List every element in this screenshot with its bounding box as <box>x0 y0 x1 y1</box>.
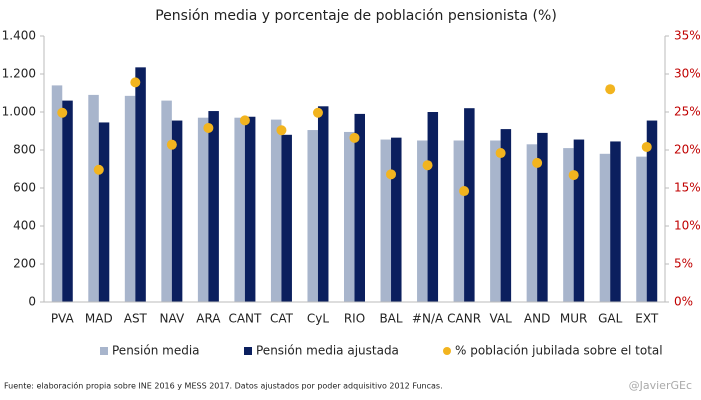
bar <box>563 148 574 302</box>
bar <box>417 140 428 302</box>
x-tick-label: CANT <box>228 312 262 326</box>
bar <box>490 140 501 302</box>
y-tick-label: 1.200 <box>2 67 36 81</box>
dot <box>203 122 214 133</box>
chart-title: Pensión media y porcentaje de población … <box>155 8 557 24</box>
bar <box>244 116 256 302</box>
bar <box>307 130 318 302</box>
y-tick-label: 800 <box>13 143 36 157</box>
bar <box>464 108 475 302</box>
dot <box>276 125 287 136</box>
dot <box>57 107 68 118</box>
y-tick-label: 600 <box>13 181 36 195</box>
credit: @JavierGEc <box>629 379 692 392</box>
bar <box>270 119 282 302</box>
x-tick-label: #N/A <box>412 312 444 326</box>
bar <box>636 156 647 302</box>
x-tick-label: GAL <box>598 312 623 326</box>
dot <box>605 84 616 95</box>
y2-tick-label: 35% <box>674 29 701 43</box>
bar <box>88 94 99 303</box>
bar <box>62 100 73 302</box>
y-tick-label: 1.000 <box>2 105 36 119</box>
legend-label: % población jubilada sobre el total <box>455 344 663 358</box>
y2-tick-label: 25% <box>674 105 701 119</box>
x-tick-label: NAV <box>160 312 185 326</box>
bar <box>51 85 63 303</box>
dot <box>422 160 433 171</box>
bar <box>380 139 392 302</box>
bar <box>124 95 136 302</box>
x-tick-label: CAT <box>270 312 294 326</box>
bar <box>317 106 329 302</box>
dot <box>532 157 543 168</box>
x-tick-label: MUR <box>560 312 587 326</box>
bar <box>646 120 658 302</box>
y2-tick-label: 10% <box>674 219 701 233</box>
legend-swatch <box>244 347 252 355</box>
bar <box>98 122 110 302</box>
dot <box>568 170 579 181</box>
x-tick-label: ARA <box>196 312 221 326</box>
y-tick-label: 0 <box>28 295 36 309</box>
bar <box>453 140 465 302</box>
dot <box>130 77 141 88</box>
dot <box>641 141 652 152</box>
bar <box>537 132 548 302</box>
y2-tick-label: 5% <box>674 257 693 271</box>
x-tick-label: RIO <box>344 312 365 326</box>
y2-tick-label: 30% <box>674 67 701 81</box>
x-tick-label: BAL <box>379 312 402 326</box>
bar <box>197 117 209 302</box>
x-tick-label: EXT <box>635 312 659 326</box>
dot <box>312 107 323 118</box>
y-tick-label: 400 <box>13 219 36 233</box>
bar <box>354 113 365 303</box>
source-note: Fuente: elaboración propia sobre INE 201… <box>4 381 443 391</box>
bar <box>427 112 439 302</box>
x-tick-label: AND <box>524 312 550 326</box>
bar <box>526 144 538 302</box>
legend-swatch <box>100 347 108 355</box>
bar <box>610 141 621 302</box>
legend-label: Pensión media <box>112 344 200 358</box>
x-tick-label: AST <box>124 312 148 326</box>
dot <box>166 139 177 150</box>
dot <box>93 164 104 175</box>
y-tick-label: 1.400 <box>2 29 36 43</box>
y2-tick-label: 15% <box>674 181 701 195</box>
y2-tick-label: 20% <box>674 143 701 157</box>
x-tick-label: CyL <box>307 312 329 326</box>
x-tick-label: CANR <box>447 312 481 326</box>
bar <box>599 153 611 302</box>
bar <box>500 129 512 302</box>
y-tick-label: 200 <box>13 257 36 271</box>
bar <box>208 111 219 302</box>
bar <box>391 137 402 302</box>
bar <box>234 117 245 302</box>
bar <box>281 134 292 302</box>
dot <box>349 132 360 143</box>
bar <box>344 131 355 302</box>
bar <box>573 139 585 302</box>
x-tick-label: MAD <box>85 312 113 326</box>
legend-label: Pensión media ajustada <box>256 344 399 358</box>
legend-swatch <box>443 347 451 355</box>
x-tick-label: PVA <box>51 312 75 326</box>
dot <box>239 115 250 126</box>
dot <box>386 169 397 180</box>
bar <box>135 67 146 302</box>
bar <box>171 120 183 302</box>
y2-tick-label: 0% <box>674 295 693 309</box>
dot <box>459 186 470 197</box>
bar <box>161 100 172 302</box>
dot <box>495 148 506 159</box>
x-tick-label: VAL <box>489 312 512 326</box>
